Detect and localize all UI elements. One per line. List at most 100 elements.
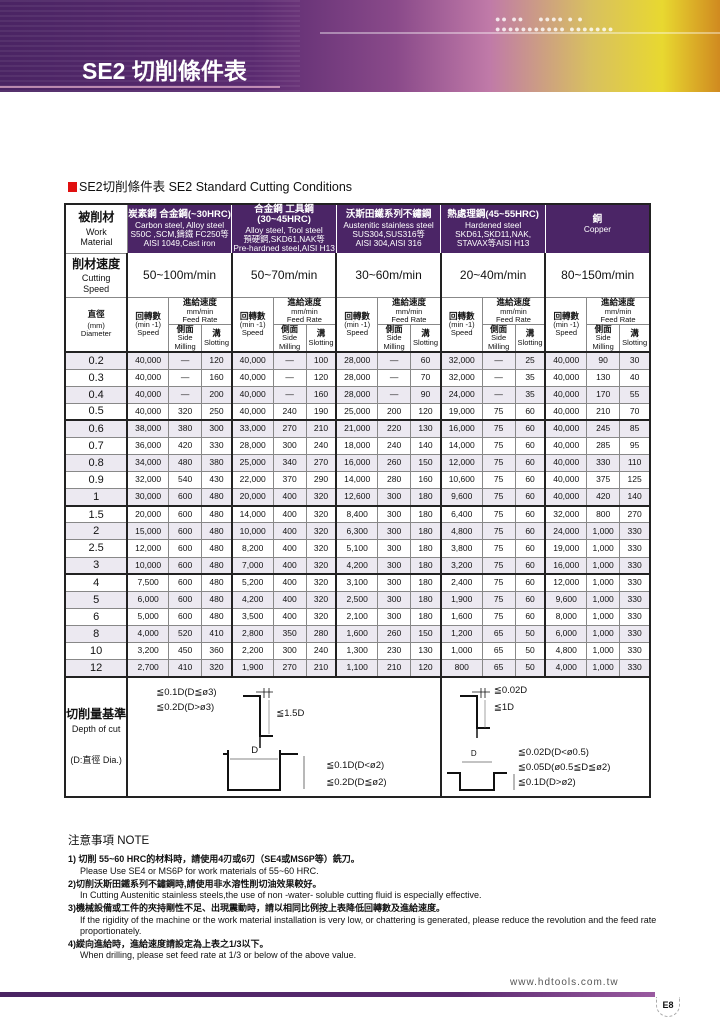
value-cell: 480	[201, 556, 233, 575]
value-cell: 4,200	[335, 556, 379, 575]
value-cell: 14,000	[335, 471, 379, 490]
value-cell: 330	[619, 624, 651, 644]
material-header: 合金鋼 工具鋼(30~45HRC) Alloy steel, Tool steel…	[231, 203, 337, 255]
material-header: 炭素鋼 合金鋼(~30HRC) Carbon steel, Alloy steel…	[126, 203, 233, 255]
depth-of-cut-row: 切削量基準 Depth of cut (D:直徑 Dia.) ≦0.1D(D≦ø3)…	[64, 675, 651, 798]
side-milling-subheader: 側面 Side Milling	[481, 324, 516, 353]
table-row: 5 6,000 600 480 4,200 400 320 2,500 300 180 1,900 7…	[64, 590, 651, 609]
value-cell: 28,000	[335, 368, 379, 387]
value-cell: 480	[201, 488, 233, 507]
value-cell: —	[377, 350, 412, 370]
value-cell: 120	[410, 402, 442, 421]
value-cell: 30	[619, 350, 651, 370]
value-cell: 120	[410, 659, 442, 678]
note-zh: 2)切削沃斯田鐵系列不鏽鋼時,請使用非水溶性削切油效果較好。	[68, 878, 322, 889]
value-cell: 2,700	[126, 659, 170, 678]
value-cell: 8,200	[230, 539, 274, 558]
value-cell: 75	[481, 607, 516, 626]
value-cell: 400	[272, 556, 307, 575]
value-cell: 110	[619, 453, 651, 473]
value-cell: 40,000	[544, 419, 588, 438]
slotting-subheader: 溝 Slotting	[201, 324, 233, 353]
table-row: 10 3,200 450 360 2,200 300 240 1,300 230 130 1,000…	[64, 642, 651, 661]
value-cell: 6,300	[335, 522, 379, 541]
value-cell: 400	[272, 607, 307, 626]
value-cell: 1,600	[439, 607, 483, 626]
decorative-dots-icon: ●● ●● ●●●● ● ● ●●●●●●●●●●● ●●●●●●●	[495, 14, 615, 34]
value-cell: 40,000	[230, 368, 274, 387]
value-cell: 400	[272, 488, 307, 507]
value-cell: 75	[481, 436, 516, 456]
value-cell: 430	[201, 471, 233, 490]
table-row: 0.6 38,000 380 300 33,000 270 210 21,000 220 130 1…	[64, 419, 651, 438]
note-en: Please Use SE4 or MS6P for work material…	[80, 865, 319, 876]
work-material-label: 被削材 Work Material	[64, 203, 128, 255]
value-cell: 320	[167, 402, 203, 421]
value-cell: 3,200	[126, 642, 170, 661]
value-cell: 75	[481, 573, 516, 592]
value-cell: 3,500	[230, 607, 274, 626]
slotting-subheader: 溝 Slotting	[305, 324, 337, 353]
value-cell: 245	[586, 419, 621, 438]
value-cell: 600	[167, 488, 203, 507]
value-cell: —	[272, 385, 307, 404]
value-cell: 360	[201, 642, 233, 661]
value-cell: 600	[167, 573, 203, 592]
value-cell: 480	[201, 539, 233, 558]
value-cell: 300	[377, 556, 412, 575]
value-cell: 150	[410, 453, 442, 473]
value-cell: 170	[586, 385, 621, 404]
value-cell: 20,000	[230, 488, 274, 507]
value-cell: 1,000	[439, 642, 483, 661]
table-row: 0.2 40,000—120 40,000—100 28,000—60 32,000—2…	[64, 350, 651, 370]
value-cell: 35	[514, 368, 546, 387]
value-cell: 380	[167, 419, 203, 438]
header-banner: ●● ●● ●●●● ● ● ●●●●●●●●●●● ●●●●●●● SE2 切削…	[0, 0, 720, 92]
table-row: 6 5,000 600 480 3,500 400 320 2,100 300 180 1,600 7…	[64, 607, 651, 626]
value-cell: 32,000	[439, 350, 483, 370]
value-cell: 540	[167, 471, 203, 490]
value-cell: 330	[586, 453, 621, 473]
cutting-speed-value: 80~150m/min	[544, 253, 651, 299]
value-cell: 320	[305, 590, 337, 609]
value-cell: 100	[305, 350, 337, 370]
value-cell: 320	[305, 573, 337, 592]
value-cell: 90	[586, 350, 621, 370]
value-cell: 40,000	[544, 488, 588, 507]
depth-diagram-left: ≦0.1D(D≦ø3) ≦0.2D(D>ø3) ≦1.5D D ≦0.1D(D<…	[126, 675, 442, 798]
value-cell: 4,000	[126, 624, 170, 644]
value-cell: 50	[514, 659, 546, 678]
cutting-speed-value: 50~100m/min	[126, 253, 233, 299]
value-cell: 600	[167, 590, 203, 609]
value-cell: 24,000	[439, 385, 483, 404]
value-cell: 35	[514, 385, 546, 404]
value-cell: 300	[377, 573, 412, 592]
value-cell: 60	[514, 453, 546, 473]
value-cell: 130	[410, 642, 442, 661]
table-row: 0.5 40,000 320 250 40,000 240 190 25,000 200 120 1…	[64, 402, 651, 421]
value-cell: 5,000	[126, 607, 170, 626]
value-cell: 1,000	[586, 659, 621, 678]
table-row: 0.8 34,000 480 380 25,000 340 270 16,000 260 150 1…	[64, 453, 651, 473]
table-row: 0.9 32,000 540 430 22,000 370 290 14,000 280 160 1…	[64, 471, 651, 490]
value-cell: —	[377, 368, 412, 387]
value-cell: 75	[481, 539, 516, 558]
value-cell: 1,900	[230, 659, 274, 678]
diameter-label: 直徑 (mm) Diameter	[64, 297, 128, 353]
value-cell: 60	[514, 607, 546, 626]
value-cell: 1,000	[586, 522, 621, 541]
value-cell: 1,900	[439, 590, 483, 609]
diameter-cell: 12	[64, 659, 128, 678]
value-cell: 180	[410, 539, 442, 558]
value-cell: 450	[167, 642, 203, 661]
value-cell: 40,000	[126, 368, 170, 387]
value-cell: 60	[514, 504, 546, 524]
value-cell: 300	[201, 419, 233, 438]
value-cell: 19,000	[544, 539, 588, 558]
table-row: 3 10,000 600 480 7,000 400 320 4,200 300 180 3,200…	[64, 556, 651, 575]
value-cell: 24,000	[544, 522, 588, 541]
value-cell: 140	[410, 436, 442, 456]
value-cell: 300	[377, 522, 412, 541]
depth-of-cut-label: 切削量基準 Depth of cut (D:直徑 Dia.)	[64, 675, 128, 798]
value-cell: 60	[514, 402, 546, 421]
